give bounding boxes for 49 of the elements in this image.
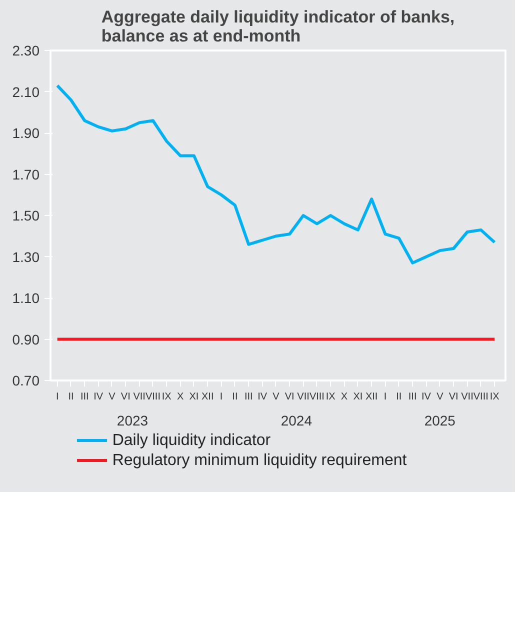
text: 2023 [116, 412, 148, 428]
y-tick-label: 2.10 [12, 84, 40, 100]
x-tick-label: V [272, 392, 280, 402]
x-tick-label: I [384, 392, 387, 402]
y-tick-label: 0.90 [12, 331, 40, 348]
text: 2025 [424, 412, 456, 428]
x-tick-label: VIII [309, 392, 324, 402]
x-tick-label: XII [202, 392, 214, 402]
x-tick-label: VII [297, 392, 310, 402]
x-tick-label: V [108, 392, 116, 402]
x-tick-label: VII [133, 392, 146, 402]
legend-label: Daily liquidity indicator [112, 432, 272, 449]
x-tick-label: IX [326, 392, 336, 402]
x-tick-label: II [68, 392, 74, 402]
x-tick-label: III [244, 392, 253, 402]
x-tick-label: I [56, 392, 59, 402]
y-tick-label: 2.30 [12, 42, 40, 58]
x-tick-label: XI [189, 392, 199, 402]
x-tick-label: IV [258, 392, 268, 402]
legend-label: Regulatory minimum liquidity requirement [112, 452, 408, 469]
x-tick-label: X [176, 392, 184, 402]
x-tick-label: I [220, 392, 223, 402]
x-tick-label: VI [120, 392, 130, 402]
x-tick-label: VI [448, 392, 458, 402]
x-tick-label: VI [284, 392, 294, 402]
x-tick-label: X [340, 392, 348, 402]
x-tick-label: XI [353, 392, 363, 402]
y-tick-label: 0.70 [12, 372, 40, 388]
x-tick-label: III [408, 392, 417, 402]
x-tick-label: II [396, 392, 402, 402]
x-tick-label: II [232, 392, 238, 402]
y-tick-label: 1.10 [12, 290, 40, 306]
x-tick-label: VIII [145, 392, 160, 402]
y-tick-label: 1.90 [12, 125, 40, 141]
line-series [56, 84, 496, 264]
y-tick-label: 1.70 [12, 166, 40, 182]
y-tick-label: 1.50 [12, 208, 40, 224]
x-tick-label: VIII [473, 392, 488, 402]
x-tick-label: IX [162, 392, 172, 402]
x-tick-label: IX [490, 392, 500, 402]
x-tick-label: IV [422, 392, 432, 402]
text: 2024 [280, 412, 312, 428]
x-tick-label: III [80, 392, 89, 402]
x-tick-label: IV [94, 392, 104, 402]
x-tick-label: XII [365, 392, 378, 402]
x-tick-label: VII [461, 392, 474, 402]
x-tick-label: V [436, 392, 444, 402]
y-tick-label: 1.30 [12, 248, 40, 265]
chart-title: Aggregate daily liquidity indicator of banks, balance as at end-month [101, 8, 455, 46]
